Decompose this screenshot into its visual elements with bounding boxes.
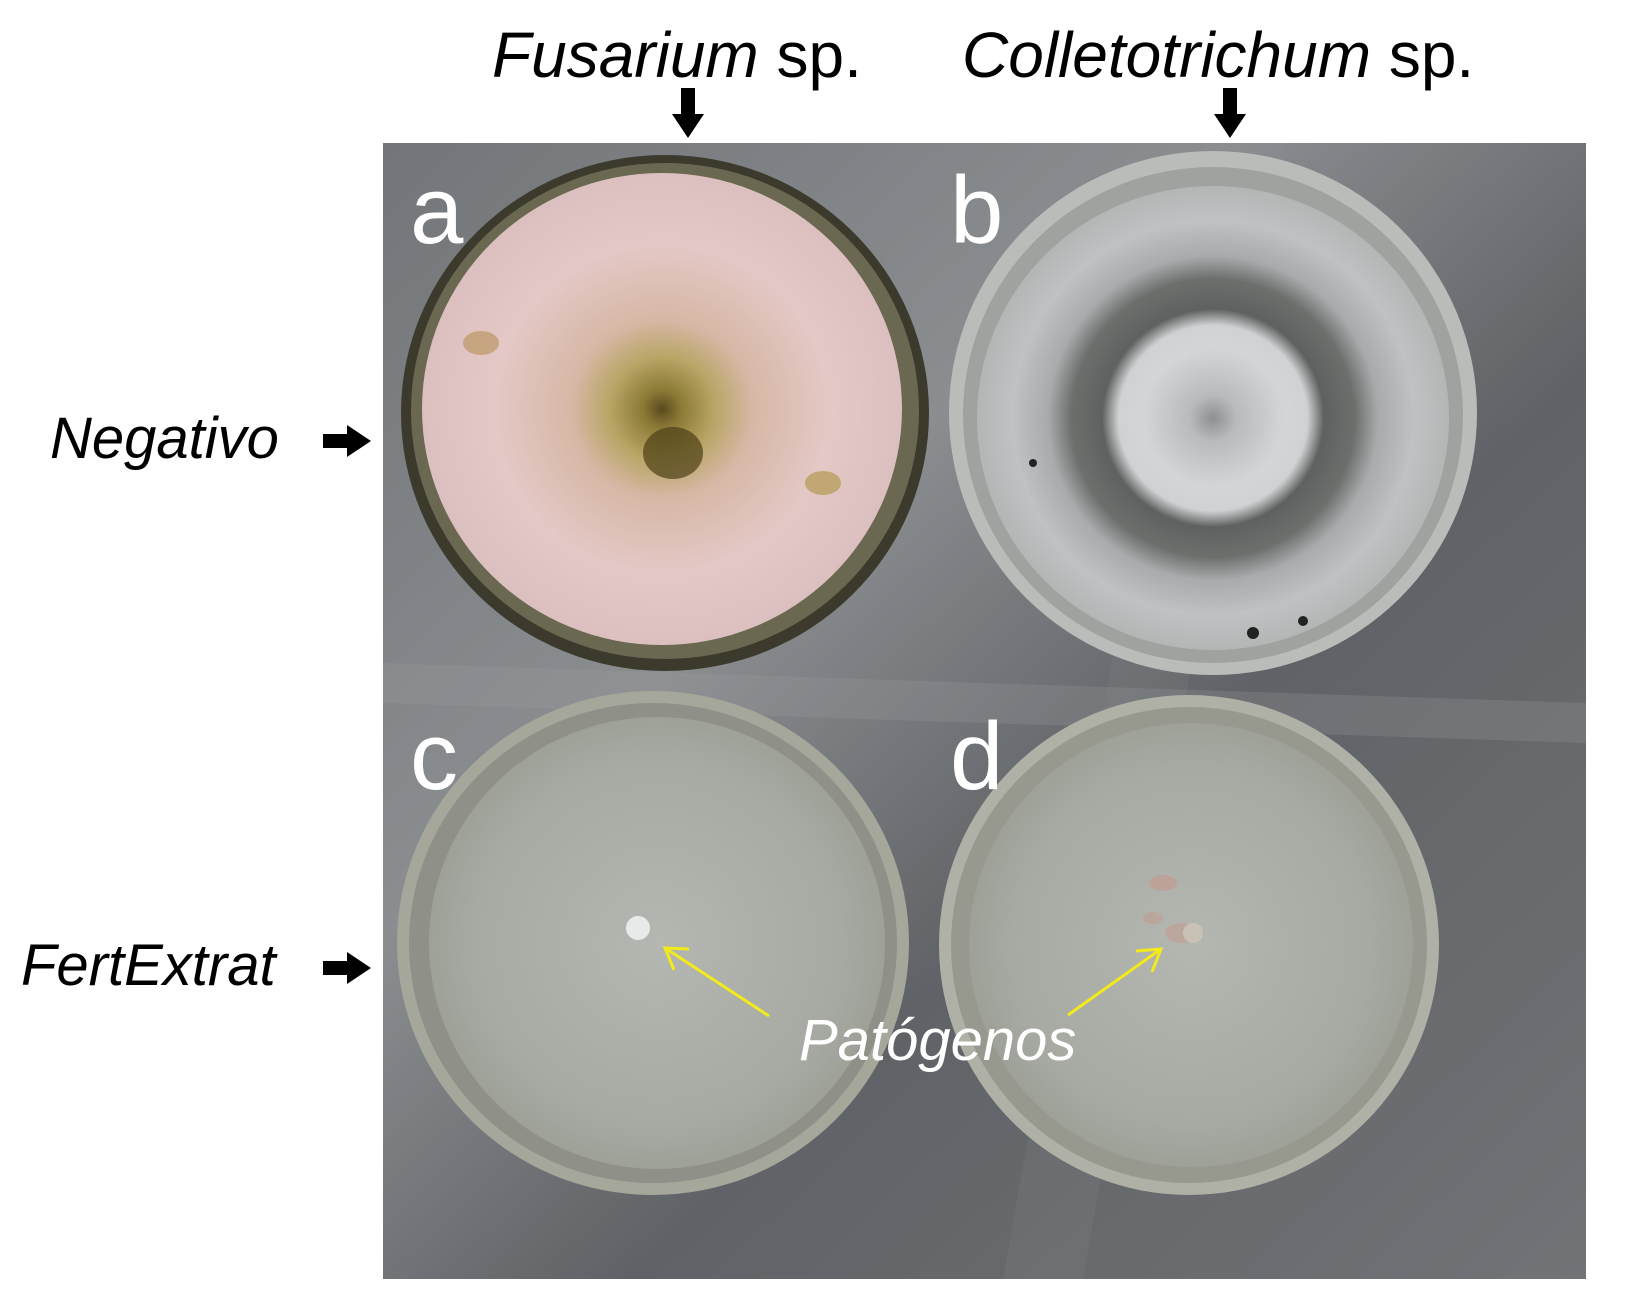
column-label-colletotrichum-suffix: sp. [1371,19,1475,91]
petri-dish-c [397,691,909,1195]
down-arrow-icon-colletotrichum [1214,88,1246,138]
petri-dish-d [939,695,1439,1195]
panel-label-c: c [410,703,458,810]
pathogen-plug-c [626,916,650,940]
right-arrow-icon-fertextrat [323,952,371,984]
down-arrow-icon-fusarium [672,88,704,138]
pointer-arrow-icon-d [1067,947,1164,1017]
column-label-colletotrichum-genus: Colletotrichum [962,19,1372,91]
column-label-colletotrichum: Colletotrichum sp. [962,18,1474,92]
petri-dish-photo: a b c d Patógenos [383,143,1586,1279]
pathogen-plug-d [1183,923,1203,943]
pathogen-annotation: Patógenos [799,1008,1077,1073]
panel-label-a: a [410,157,464,264]
right-arrow-icon-negativo [323,425,371,457]
column-label-fusarium-genus: Fusarium [492,19,759,91]
panel-label-b: b [950,157,1004,264]
petri-dish-b [949,151,1477,675]
column-label-fusarium: Fusarium sp. [492,18,862,92]
panel-label-d: d [950,703,1004,810]
column-label-fusarium-suffix: sp. [758,19,862,91]
petri-dish-a [401,155,929,671]
row-label-fertextrat: FertExtrat [21,933,276,998]
row-label-negativo: Negativo [50,406,279,471]
pointer-arrow-icon-c [662,946,770,1018]
